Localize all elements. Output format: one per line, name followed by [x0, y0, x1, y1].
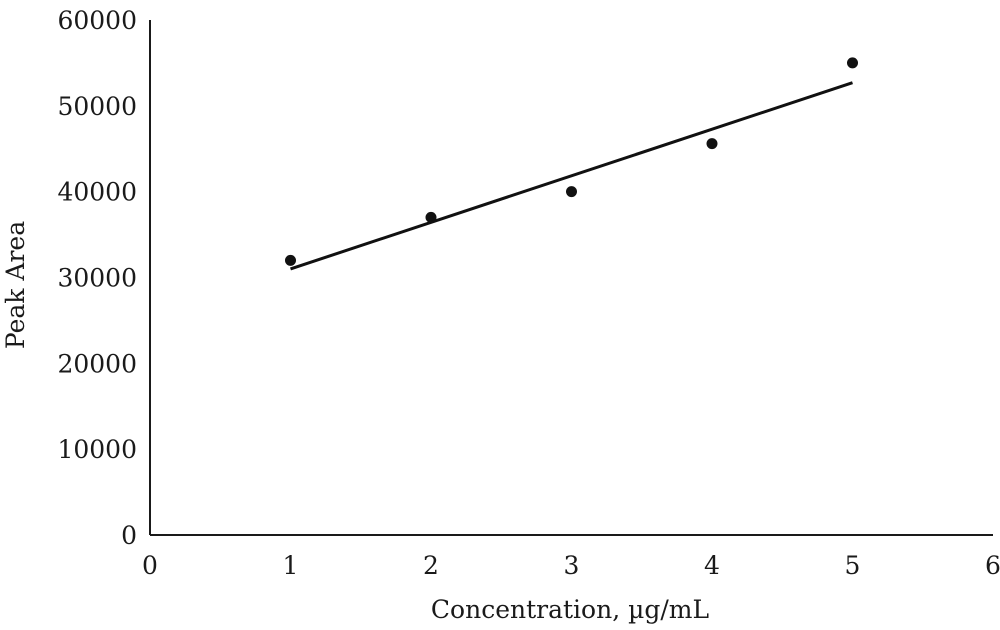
y-tick-label: 50000: [57, 92, 137, 121]
y-tick-label: 20000: [57, 349, 137, 378]
x-axis-title: Concentration, µg/mL: [431, 595, 709, 624]
data-point: [566, 186, 577, 198]
data-point: [847, 57, 858, 69]
plot-marks: [285, 57, 858, 271]
tick-labels: 0 1 2 3 4 5 6 0 10000 20000 30000 40000 50000 60000: [57, 6, 1000, 580]
y-axis-title: Peak Area: [1, 221, 30, 349]
x-tick-label: 4: [704, 551, 720, 580]
data-point: [706, 138, 718, 150]
x-tick-label: 6: [985, 551, 1000, 580]
y-tick-label: 40000: [57, 178, 137, 207]
y-tick-label: 10000: [57, 435, 137, 464]
axes: [149, 20, 993, 536]
trend-line: [290, 81, 853, 271]
x-tick-label: 0: [142, 551, 158, 580]
x-tick-label: 3: [564, 551, 580, 580]
y-tick-label: 60000: [57, 6, 137, 35]
data-point: [285, 254, 296, 266]
x-tick-label: 1: [283, 551, 299, 580]
y-tick-label: 30000: [57, 264, 137, 293]
y-tick-label: 0: [121, 521, 137, 550]
x-tick-label: 2: [423, 551, 439, 580]
x-tick-label: 5: [845, 551, 861, 580]
